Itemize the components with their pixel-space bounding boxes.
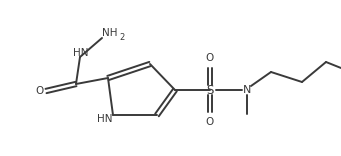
Text: O: O <box>36 86 44 96</box>
Text: 2: 2 <box>119 32 124 41</box>
Text: HN: HN <box>73 48 89 58</box>
Text: N: N <box>243 85 251 95</box>
Text: O: O <box>206 53 214 63</box>
Text: NH: NH <box>102 28 118 38</box>
Text: HN: HN <box>97 114 113 124</box>
Text: S: S <box>206 83 214 97</box>
Text: O: O <box>206 117 214 127</box>
